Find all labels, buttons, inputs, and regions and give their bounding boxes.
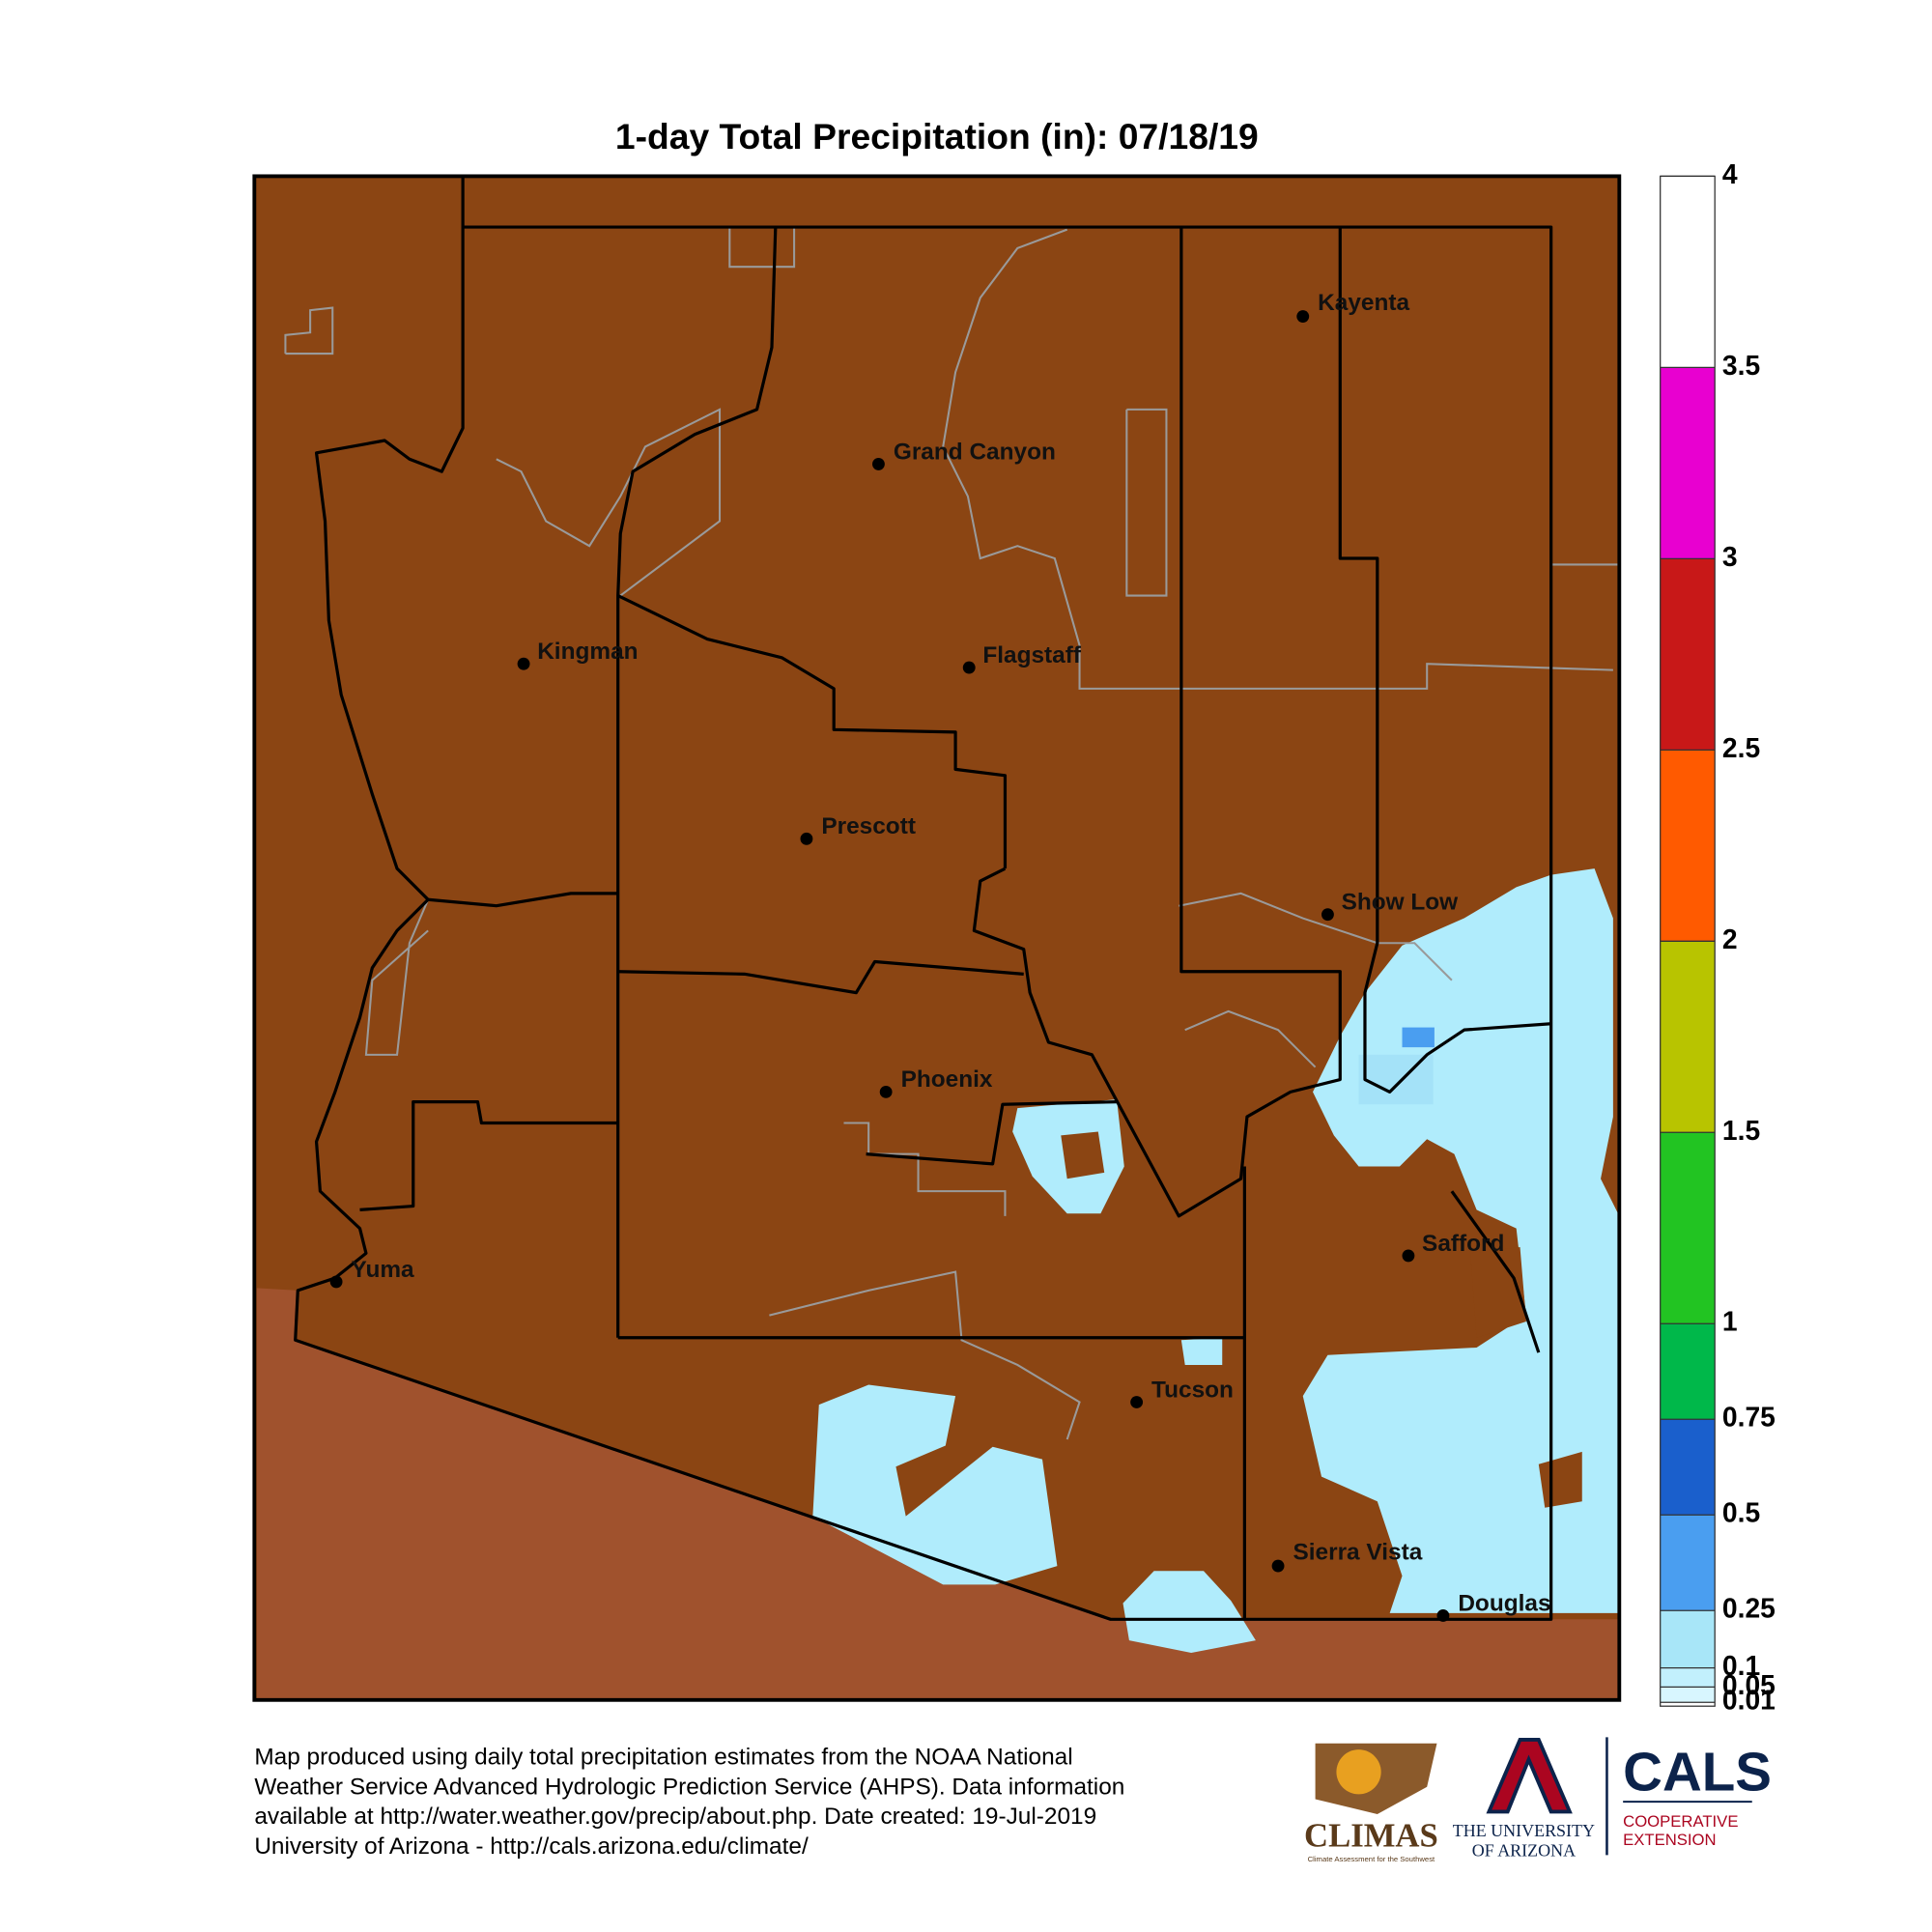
cals-text: CALS: [1623, 1742, 1772, 1803]
gray-boundaries: [284, 227, 1620, 1440]
colorbar-segment: [1660, 176, 1716, 368]
city-dot: [1321, 908, 1334, 922]
city-label: Flagstaff: [982, 642, 1082, 668]
precip-area: [812, 1384, 1058, 1585]
city-dot: [517, 657, 530, 670]
city-dot: [1130, 1396, 1144, 1408]
colorbar-segment: [1660, 367, 1716, 559]
colorbar-segment: [1660, 750, 1716, 942]
precip-area: [1180, 1337, 1223, 1365]
colorbar-segment: [1660, 1132, 1716, 1324]
colorbar-segment: [1660, 1667, 1716, 1688]
city-dot: [962, 661, 976, 674]
map-frame: [252, 174, 1622, 1702]
colorbar-segment: [1660, 1515, 1716, 1611]
colorbar-tick-label: 0.05: [1722, 1669, 1776, 1700]
climas-tagline: Climate Assessment for the Southwest: [1308, 1855, 1435, 1863]
dry-patch: [1061, 1131, 1105, 1179]
precip-area: [1122, 1571, 1256, 1653]
precip-areas: [812, 868, 1620, 1653]
cals-sub: EXTENSION: [1623, 1831, 1716, 1849]
city-dot: [872, 457, 885, 470]
colorbar-segment: [1660, 1687, 1716, 1703]
city-dot: [800, 832, 813, 845]
colorbar-tick-label: 0.75: [1722, 1402, 1776, 1433]
colorbar-segment: [1660, 941, 1716, 1133]
climas-sun: [1336, 1749, 1381, 1795]
county-lines: [294, 176, 1553, 1621]
colorbar-tick-label: 4: [1722, 158, 1738, 189]
city-dot: [1402, 1249, 1415, 1263]
city-label: Sierra Vista: [1293, 1540, 1422, 1566]
city-dot: [1436, 1609, 1450, 1622]
dry-patch: [1538, 1451, 1582, 1508]
city-label: Yuma: [352, 1257, 415, 1283]
colorbar: 0.010.050.1 0.25 0.5 0.75 1 1.5 2 2.5 3 3.5 4: [1660, 158, 1776, 1716]
colorbar-segment: [1660, 1323, 1716, 1420]
footer: Map produced using daily total precipita…: [254, 1745, 1124, 1860]
colorbar-tick-label: 2.5: [1722, 732, 1760, 763]
city-label: Phoenix: [901, 1066, 993, 1093]
footer-line: Map produced using daily total precipita…: [254, 1745, 1072, 1771]
ua-text: THE UNIVERSITY: [1453, 1821, 1595, 1840]
city-dot: [879, 1085, 893, 1098]
city-label: Grand Canyon: [894, 439, 1056, 465]
logos: CLIMAS Climate Assessment for the Southw…: [1304, 1737, 1772, 1863]
colorbar-segment: [1660, 1419, 1716, 1516]
map: Kayenta Grand Canyon Kingman Flagstaff P…: [252, 174, 1622, 1702]
city-label: Safford: [1422, 1231, 1504, 1257]
city-label: Kayenta: [1318, 290, 1409, 316]
colorbar-tick-label: 0.25: [1722, 1593, 1776, 1624]
colorbar-frame: [1660, 175, 1716, 1707]
climas-text: CLIMAS: [1304, 1816, 1438, 1854]
city-label: Douglas: [1458, 1590, 1550, 1616]
footer-line: Weather Service Advanced Hydrologic Pred…: [254, 1774, 1124, 1800]
colorbar-tick-label: 1: [1722, 1306, 1738, 1337]
colorbar-tick-label: 3: [1722, 541, 1738, 572]
colorbar-tick-label: 0.1: [1722, 1650, 1760, 1681]
city-label: Prescott: [821, 813, 916, 839]
city-dot: [1271, 1559, 1285, 1573]
colorbar-tick-label: 0.01: [1722, 1685, 1776, 1716]
city-label: Tucson: [1151, 1377, 1234, 1403]
cities: Kayenta Grand Canyon Kingman Flagstaff P…: [329, 290, 1551, 1622]
cals-sub: COOPERATIVE: [1623, 1812, 1738, 1831]
precip-spot: [1402, 1027, 1435, 1048]
precip-spot: [1358, 1054, 1434, 1105]
footer-line: available at http://water.weather.gov/pr…: [254, 1804, 1096, 1830]
colorbar-tick-label: 3.5: [1722, 350, 1760, 381]
colorbar-tick-label: 0.5: [1722, 1497, 1760, 1528]
colorbar-segment: [1660, 558, 1716, 751]
footer-line: University of Arizona - http://cals.ariz…: [254, 1833, 809, 1860]
city-label: Kingman: [537, 639, 638, 665]
colorbar-tick-label: 2: [1722, 923, 1738, 954]
colorbar-segment: [1660, 1610, 1716, 1668]
ua-text: OF ARIZONA: [1472, 1841, 1576, 1861]
city-dot: [1296, 310, 1310, 323]
colorbar-tick-label: 1.5: [1722, 1115, 1760, 1146]
mexico: [256, 1288, 1620, 1700]
map-title: 1-day Total Precipitation (in): 07/18/19: [615, 116, 1259, 156]
ua-logo: [1486, 1737, 1573, 1814]
city-label: Show Low: [1342, 890, 1460, 916]
city-dot: [329, 1275, 343, 1289]
dry-patch: [1470, 1246, 1526, 1338]
